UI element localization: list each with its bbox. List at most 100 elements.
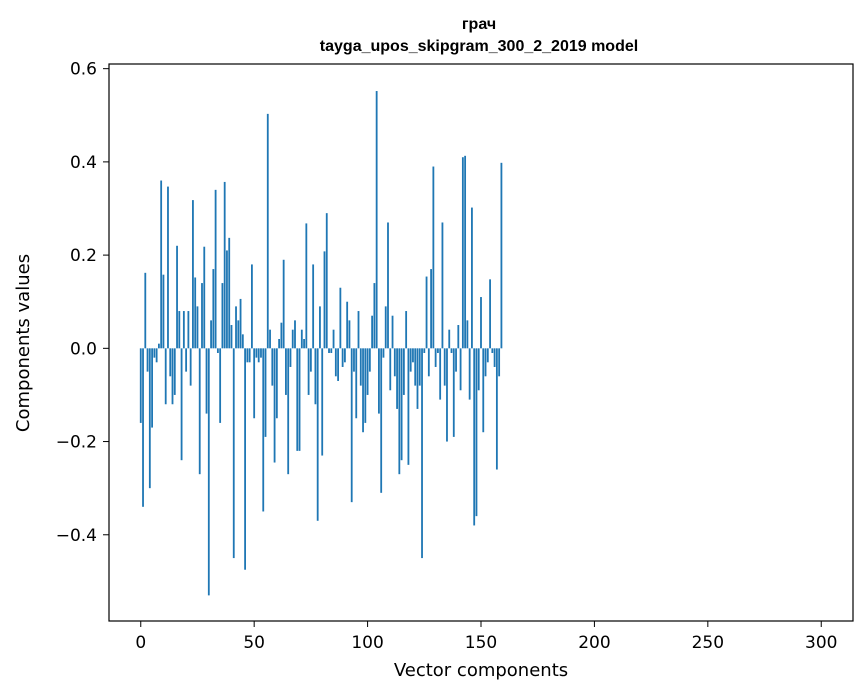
bar — [198, 348, 201, 475]
bar — [246, 348, 249, 363]
bar — [294, 320, 296, 349]
bar — [235, 306, 237, 349]
bar — [289, 348, 292, 367]
bar — [160, 180, 163, 349]
bar — [146, 348, 149, 372]
bar — [210, 320, 212, 349]
bar — [262, 348, 265, 512]
bar — [171, 348, 174, 405]
bar — [416, 348, 419, 409]
bar — [448, 329, 451, 349]
bar — [176, 245, 178, 349]
bar — [402, 348, 405, 395]
bar — [280, 322, 283, 349]
bar — [409, 348, 412, 372]
bar — [457, 325, 460, 349]
y-tick-label: 0.0 — [70, 339, 97, 359]
bar — [400, 348, 403, 461]
bar — [255, 348, 258, 358]
bar — [203, 246, 206, 349]
bar — [339, 287, 342, 349]
bar — [162, 274, 165, 349]
bar — [230, 325, 233, 349]
bar — [464, 155, 467, 349]
bar — [178, 311, 181, 349]
bar — [486, 348, 489, 363]
bar — [264, 348, 267, 437]
bar — [346, 301, 349, 349]
bar — [307, 348, 310, 395]
bar — [425, 276, 428, 349]
bar — [287, 348, 290, 475]
y-tick-label: −0.2 — [56, 433, 97, 453]
x-tick-label: 150 — [465, 633, 497, 653]
bar — [348, 320, 351, 349]
bar — [153, 348, 156, 358]
bar — [278, 339, 281, 349]
y-tick-label: −0.4 — [56, 526, 97, 546]
bar — [475, 348, 478, 517]
bar — [412, 348, 414, 363]
bar — [359, 348, 362, 386]
bar — [158, 343, 160, 349]
bar — [357, 311, 360, 349]
bar — [291, 329, 294, 349]
bar — [452, 348, 455, 437]
bar — [466, 320, 469, 349]
bar — [366, 348, 369, 395]
chart-title: грач — [462, 16, 496, 33]
bar-series — [139, 91, 503, 596]
bar — [480, 297, 482, 349]
x-tick-label: 50 — [243, 633, 265, 653]
x-tick-label: 100 — [351, 633, 383, 653]
bar — [319, 306, 321, 349]
bar — [330, 348, 333, 353]
bar — [378, 348, 380, 414]
bar — [443, 348, 446, 386]
bar — [151, 348, 153, 428]
bar — [450, 348, 453, 353]
bar — [223, 181, 226, 349]
bar — [207, 348, 210, 596]
bar — [482, 348, 485, 433]
bar — [380, 348, 383, 493]
bar — [205, 348, 208, 414]
chart-subtitle: tayga_upos_skipgram_300_2_2019 model — [320, 38, 638, 55]
bar — [489, 279, 491, 349]
bar — [368, 348, 371, 372]
bar — [341, 348, 344, 367]
bar — [364, 348, 367, 423]
bar — [148, 348, 151, 489]
bar — [355, 348, 358, 419]
bar — [432, 166, 435, 349]
bar — [316, 348, 319, 521]
bar — [414, 348, 417, 386]
bar — [251, 264, 253, 349]
bar — [167, 186, 169, 349]
x-axis-ticks: 0 50 100 150 200 250 300 — [135, 621, 837, 653]
bar — [253, 348, 256, 419]
plot-frame — [108, 63, 854, 622]
bar — [500, 162, 503, 349]
bar — [337, 348, 339, 381]
bar — [309, 348, 312, 372]
x-axis-label: Vector components — [394, 660, 568, 681]
bar — [155, 348, 158, 363]
bar — [371, 315, 374, 349]
bar — [232, 348, 235, 559]
bar — [493, 348, 496, 367]
bar — [418, 348, 421, 386]
bar — [164, 348, 167, 405]
bar — [461, 157, 464, 349]
bar — [334, 348, 337, 377]
x-tick-label: 300 — [805, 633, 837, 653]
bar — [187, 311, 190, 349]
bar — [169, 348, 172, 377]
bar — [244, 348, 246, 570]
bar — [423, 348, 426, 353]
bar — [321, 348, 324, 456]
bar — [314, 348, 317, 405]
bar — [455, 348, 457, 372]
bar — [298, 348, 301, 451]
